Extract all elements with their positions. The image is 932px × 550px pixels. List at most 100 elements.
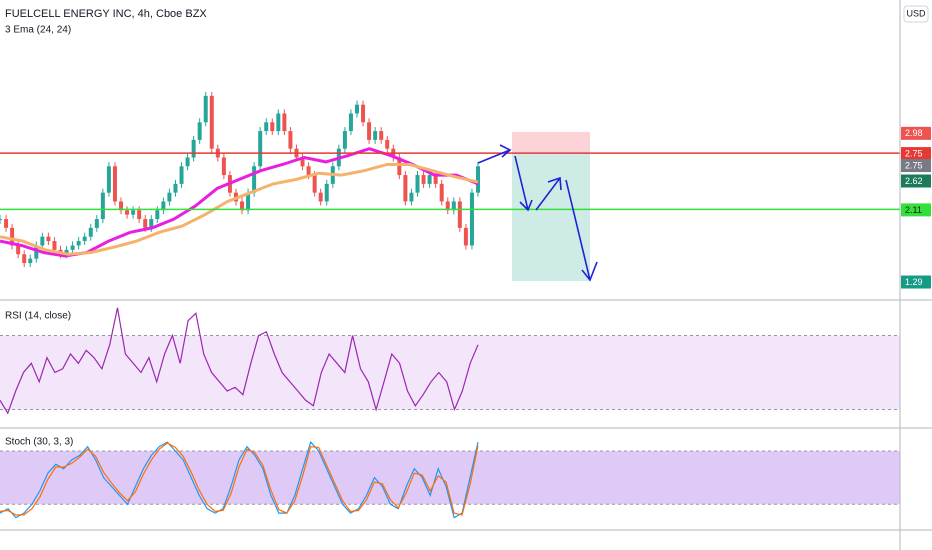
candle <box>354 104 359 114</box>
candle <box>209 95 214 149</box>
candle <box>40 236 45 246</box>
chart-title: FUELCELL ENERGY INC, 4h, Cboe BZX <box>5 8 207 20</box>
candle <box>312 175 317 193</box>
candle <box>52 241 57 250</box>
price-label: 2.11 <box>905 205 922 215</box>
series-line <box>0 440 479 519</box>
currency-box[interactable] <box>903 5 929 23</box>
candle <box>10 227 15 246</box>
candle <box>143 219 148 228</box>
candle <box>367 122 372 140</box>
band <box>0 335 900 410</box>
candle <box>451 201 456 211</box>
candle <box>185 157 190 167</box>
candle <box>28 258 33 264</box>
price-label: 2.98 <box>905 128 923 138</box>
candle <box>252 166 257 193</box>
risk-zone <box>512 132 590 153</box>
candle <box>64 249 69 255</box>
arrow <box>535 177 561 211</box>
candle <box>4 219 9 228</box>
candle <box>137 210 142 220</box>
price-label: 2.62 <box>905 176 923 186</box>
candle <box>300 157 305 167</box>
candle <box>106 166 111 193</box>
candle <box>94 219 99 228</box>
data <box>0 91 900 519</box>
candle <box>457 201 462 228</box>
candle <box>149 219 154 228</box>
candle <box>385 139 390 149</box>
reward-zone <box>512 153 590 281</box>
series-line <box>0 163 479 256</box>
price-label-box <box>901 159 931 173</box>
candle <box>348 113 353 132</box>
candle <box>173 183 178 193</box>
candle <box>191 139 196 158</box>
candle <box>179 166 184 184</box>
candle <box>119 201 124 211</box>
price-label-box <box>901 275 931 289</box>
price-label-box <box>901 147 931 161</box>
stoch-title: Stoch (30, 3, 3) <box>5 437 73 448</box>
arrow <box>514 155 529 211</box>
candle <box>476 166 480 193</box>
candle <box>240 201 245 211</box>
price-label-box <box>901 126 931 140</box>
candle <box>433 175 438 184</box>
candle <box>373 131 378 140</box>
arrow-head <box>519 199 533 212</box>
candle <box>318 192 323 202</box>
candle <box>46 236 51 242</box>
candle <box>0 219 2 221</box>
candle <box>22 254 27 264</box>
candle <box>282 113 287 132</box>
candle <box>439 183 444 202</box>
price-label: 2.75 <box>905 160 923 170</box>
candle <box>100 192 105 220</box>
price-label-box <box>901 203 931 217</box>
candle <box>264 122 269 132</box>
candle <box>415 175 420 193</box>
price-label: 2.75 <box>905 148 923 158</box>
candle <box>409 192 414 202</box>
candle <box>342 131 347 149</box>
candle <box>125 210 130 215</box>
series-line <box>0 442 479 516</box>
candle <box>306 166 311 176</box>
candle <box>112 166 117 202</box>
candle <box>155 210 160 220</box>
candle <box>131 210 136 215</box>
candle <box>88 227 93 237</box>
candle <box>203 95 208 123</box>
candle <box>361 104 366 123</box>
candle <box>161 201 166 211</box>
arrow <box>477 149 511 164</box>
price-label: 1.29 <box>905 277 923 287</box>
candle <box>324 183 329 202</box>
candle <box>34 245 39 259</box>
candle <box>469 192 474 246</box>
candle <box>270 122 275 132</box>
candle <box>427 175 432 184</box>
candle <box>276 113 281 132</box>
arrow-head <box>499 144 512 158</box>
candle <box>70 245 75 250</box>
candle <box>246 192 251 211</box>
candle <box>197 122 202 140</box>
arrow <box>565 179 591 281</box>
candle <box>445 201 450 211</box>
candle <box>397 157 402 176</box>
candle <box>167 192 172 202</box>
price-label-box <box>901 174 931 188</box>
series-line <box>0 307 479 415</box>
candle <box>258 131 263 167</box>
currency[interactable]: USD <box>906 8 926 18</box>
candle <box>463 227 468 246</box>
candle <box>403 175 408 202</box>
rsi-title: RSI (14, close) <box>5 311 71 322</box>
candle <box>221 157 226 176</box>
arrow-head <box>581 261 598 282</box>
arrow-head <box>547 176 562 191</box>
